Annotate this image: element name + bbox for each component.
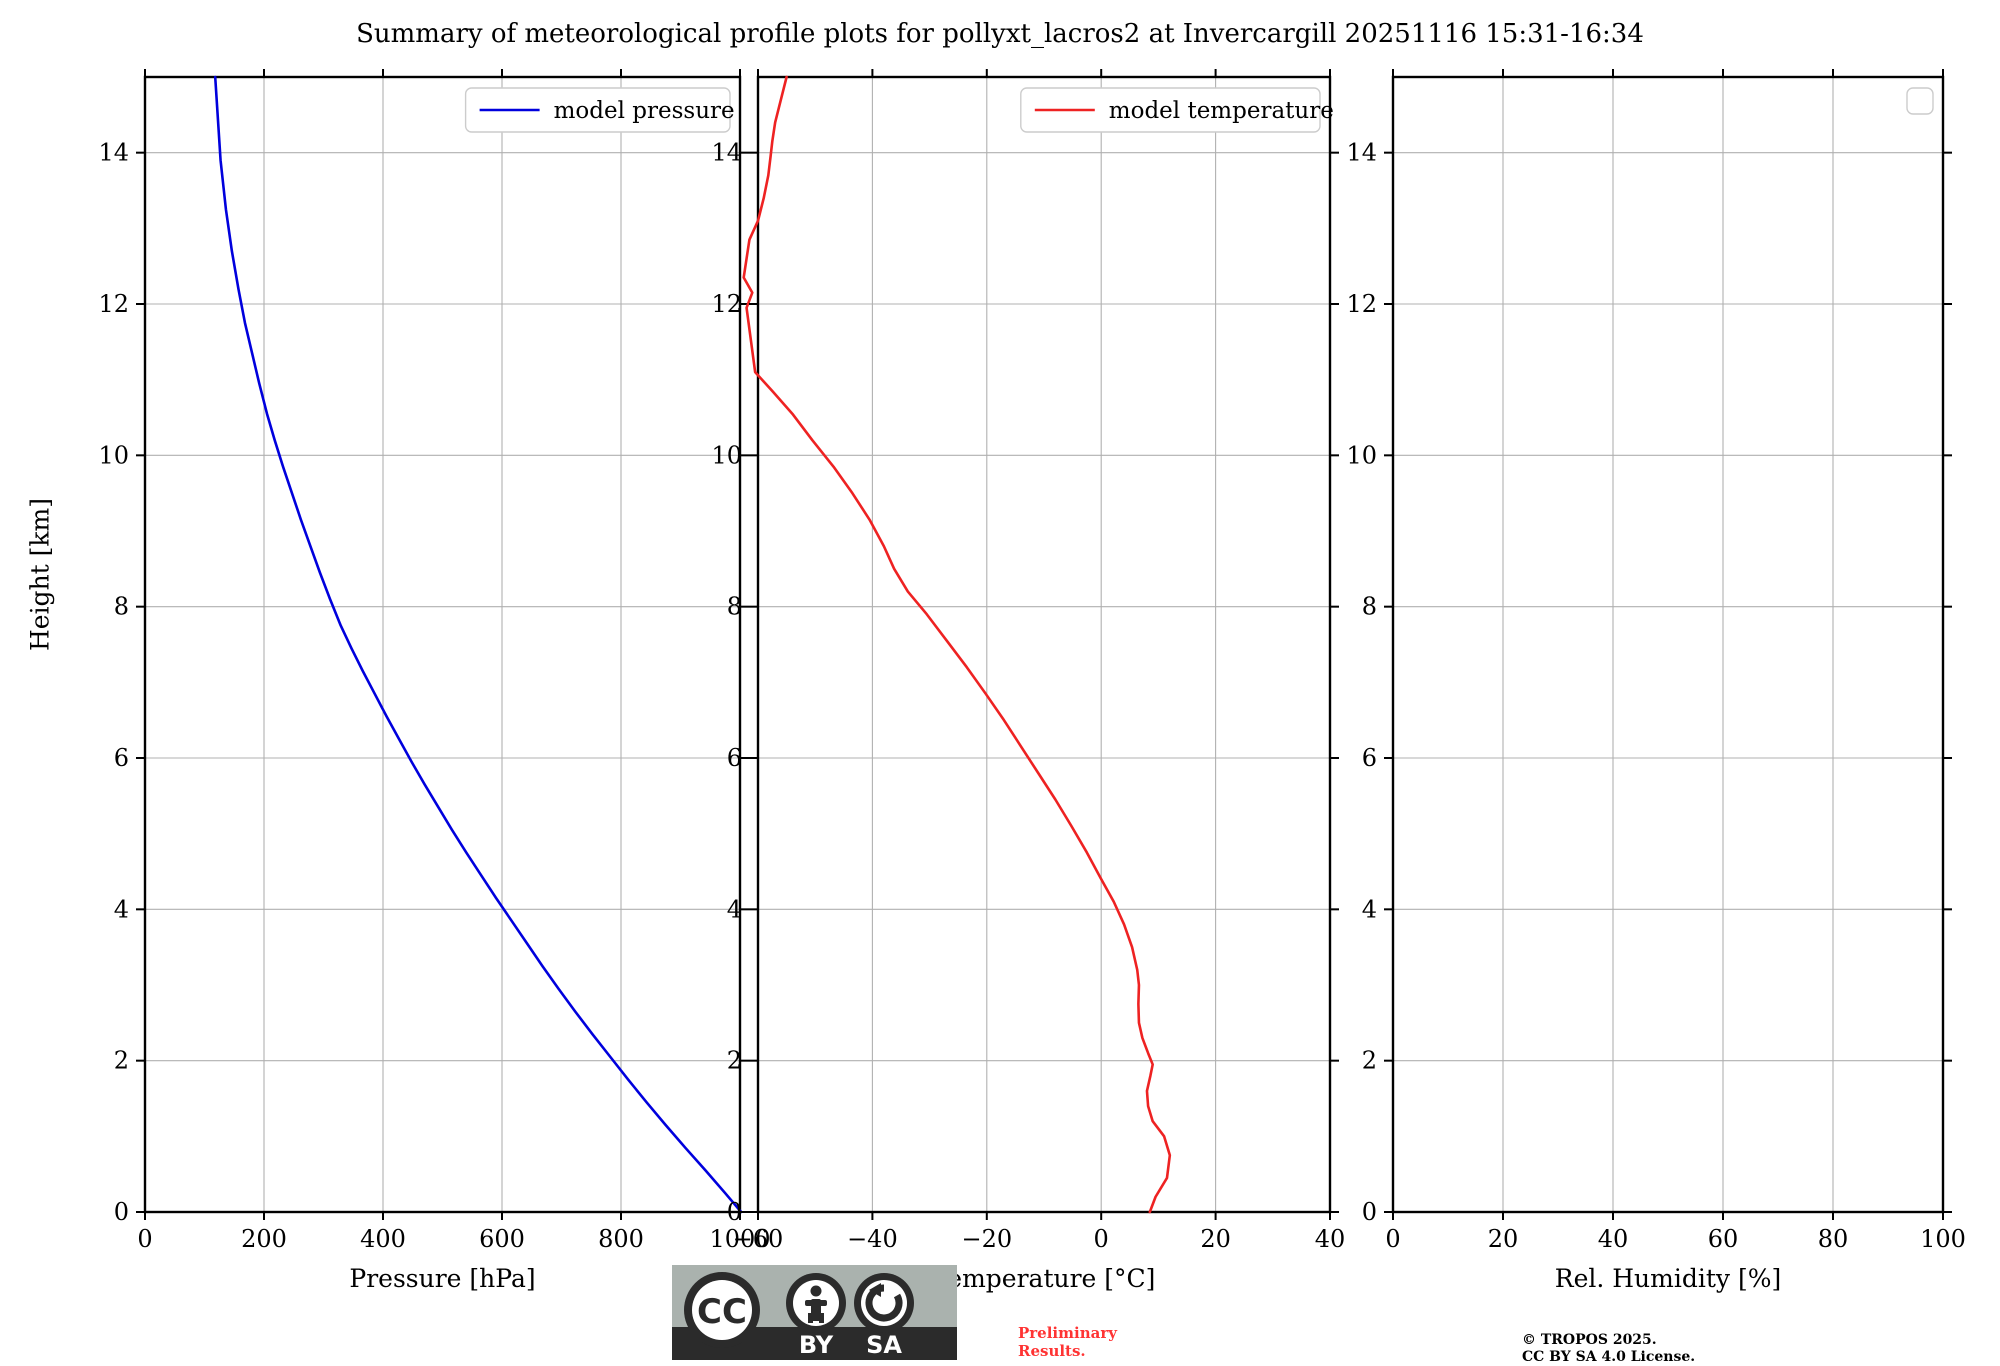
y-tick-label: 0 [1362, 1198, 1377, 1226]
y-tick-label: 2 [1362, 1047, 1377, 1075]
y-tick-label: 14 [98, 139, 129, 167]
x-tick-label: 200 [241, 1225, 287, 1253]
legend-box-empty[interactable] [1906, 87, 1934, 115]
y-tick-label: 4 [727, 895, 742, 923]
x-tick-label: 0 [1385, 1225, 1400, 1253]
y-tick-label: 6 [114, 744, 129, 772]
x-tick-label: 600 [479, 1225, 525, 1253]
preliminary-line-1: Preliminary [1018, 1324, 1117, 1342]
panel-humidity: 0 20 40 60 80 100 0 2 4 6 8 10 12 14 Rel. Humidity [%] [1346, 69, 1966, 1293]
y-tick-label: 6 [727, 744, 742, 772]
y-tick-label: 2 [727, 1047, 742, 1075]
figure-title: Summary of meteorological profile plots … [356, 19, 1644, 49]
creative-commons-badge: CC BY SA [672, 1265, 957, 1360]
legend-box[interactable] [1020, 87, 1321, 133]
y-tick-label: 10 [1346, 441, 1377, 469]
y-tick-label: 4 [114, 895, 129, 923]
x-tick-label: 40 [1315, 1225, 1346, 1253]
x-axis-label-humidity: Rel. Humidity [%] [1555, 1264, 1782, 1293]
y-tick-label: 6 [1362, 744, 1377, 772]
y-tick-label: 0 [114, 1198, 129, 1226]
x-tick-label: 0 [137, 1225, 152, 1253]
copyright-line-1: © TROPOS 2025. [1522, 1332, 1657, 1348]
y-tick-label: 8 [1362, 593, 1377, 621]
cc-by-label: BY [799, 1331, 834, 1359]
cc-sa-label: SA [866, 1331, 902, 1359]
copyright-line-2: CC BY SA 4.0 License. [1522, 1348, 1696, 1365]
x-tick-label: −20 [961, 1225, 1012, 1253]
legend-label: model pressure [554, 98, 735, 124]
x-tick-label: 400 [360, 1225, 406, 1253]
x-tick-label: 20 [1200, 1225, 1231, 1253]
y-tick-label: 2 [114, 1047, 129, 1075]
x-tick-label: 40 [1598, 1225, 1629, 1253]
y-tick-label: 14 [1346, 139, 1377, 167]
preliminary-results-note: Preliminary Results. [1018, 1324, 1117, 1360]
y-tick-label: 10 [98, 441, 129, 469]
legend-temperature[interactable]: model temperature [1020, 87, 1334, 133]
y-tick-label: 14 [711, 139, 742, 167]
x-axis-label-pressure: Pressure [hPa] [349, 1264, 535, 1293]
legend-pressure[interactable]: model pressure [464, 87, 735, 133]
x-tick-label: −60 [733, 1225, 784, 1253]
y-tick-label: 8 [114, 593, 129, 621]
x-tick-label: 80 [1818, 1225, 1849, 1253]
axes-frame [756, 75, 1332, 1214]
y-tick-label: 0 [727, 1198, 742, 1226]
x-tick-label: 100 [1920, 1225, 1966, 1253]
x-tick-label: 60 [1708, 1225, 1739, 1253]
copyright-note: © TROPOS 2025. CC BY SA 4.0 License. [1522, 1332, 1695, 1366]
y-tick-label: 12 [98, 290, 129, 318]
x-tick-label: 20 [1488, 1225, 1519, 1253]
y-tick-label: 12 [711, 290, 742, 318]
cc-icon: CC [697, 1292, 747, 1332]
axes-frame [1391, 75, 1945, 1214]
legend-box[interactable] [464, 87, 731, 133]
y-tick-label: 4 [1362, 895, 1377, 923]
panel-temperature: −60 −40 −20 0 20 40 0 2 4 6 8 10 12 14 Temperature [°C… [711, 69, 1345, 1293]
x-tick-label: 800 [598, 1225, 644, 1253]
y-tick-label: 8 [727, 593, 742, 621]
legend-label: model temperature [1109, 98, 1334, 124]
y-tick-label: 12 [1346, 290, 1377, 318]
series-line-temperature [742, 75, 1172, 1214]
x-tick-label: 1000 [709, 1225, 770, 1253]
x-tick-label: −40 [847, 1225, 898, 1253]
x-axis-label-temperature: Temperature [°C] [933, 1264, 1156, 1293]
series-line-pressure [213, 75, 743, 1214]
y-tick-label: 10 [711, 441, 742, 469]
legend-humidity[interactable] [1906, 87, 1934, 115]
axes-frame [143, 75, 742, 1214]
x-tick-label: 0 [1094, 1225, 1109, 1253]
preliminary-line-2: Results. [1018, 1341, 1086, 1360]
